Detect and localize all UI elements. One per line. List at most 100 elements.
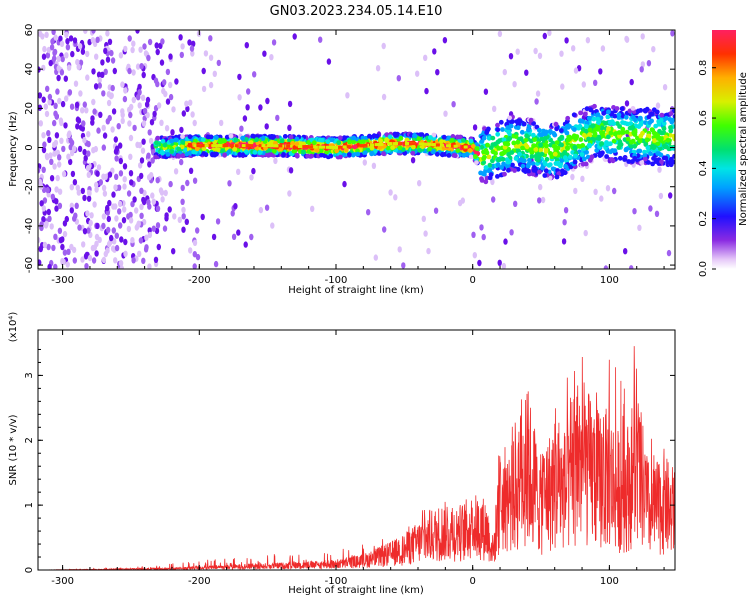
band-point [539, 136, 545, 142]
noise-point [200, 213, 205, 221]
noise-point [128, 134, 134, 142]
band-point [513, 156, 519, 161]
noise-point [139, 157, 145, 164]
band-point [627, 125, 633, 131]
band-point [559, 158, 565, 163]
y-tick-label: 0 [24, 567, 35, 573]
noise-point [141, 198, 147, 206]
noise-point [156, 102, 162, 109]
noise-point [142, 43, 147, 50]
noise-point [432, 48, 437, 55]
noise-point [230, 210, 235, 217]
band-point [496, 157, 501, 163]
band-point [479, 145, 485, 150]
noise-point [114, 173, 119, 180]
band-point [506, 167, 511, 173]
noise-point [179, 126, 184, 134]
core-point [379, 142, 384, 146]
band-point [521, 121, 527, 127]
noise-point [640, 33, 645, 40]
band-point [559, 142, 564, 148]
band-point [495, 127, 501, 133]
snr-y-axis: 0 1 2 3 [24, 348, 675, 573]
band-point [385, 145, 391, 151]
core-point [394, 142, 399, 146]
band-point [468, 138, 474, 144]
band-point [260, 136, 266, 141]
band-point [428, 135, 433, 140]
band-point [309, 153, 314, 159]
band-point [502, 171, 507, 177]
noise-point [46, 130, 51, 137]
noise-point [246, 88, 251, 95]
noise-point [131, 69, 136, 76]
core-point [421, 142, 426, 146]
band-point [525, 163, 531, 169]
noise-point [162, 225, 168, 232]
band-point [471, 144, 476, 149]
band-point [653, 131, 659, 137]
noise-point [80, 187, 86, 195]
noise-point [51, 244, 56, 252]
noise-point [38, 120, 43, 127]
noise-point [56, 65, 61, 72]
band-point [498, 119, 504, 125]
spectrogram-marks [38, 30, 675, 269]
band-point [648, 151, 653, 157]
noise-point [192, 251, 197, 258]
core-point [450, 144, 455, 148]
band-point [538, 147, 544, 153]
noise-point [472, 252, 477, 259]
noise-point [110, 126, 115, 133]
noise-point [93, 145, 99, 153]
noise-point [612, 187, 617, 195]
band-point [512, 168, 517, 173]
band-point [268, 134, 274, 140]
noise-point [72, 257, 78, 264]
band-point [180, 134, 185, 140]
band-point [605, 114, 611, 120]
noise-point [147, 231, 153, 239]
band-point [558, 135, 564, 141]
band-point [500, 156, 506, 162]
noise-point [114, 232, 120, 239]
noise-point [85, 210, 90, 217]
noise-point [421, 215, 426, 222]
band-point [657, 146, 663, 152]
noise-point [233, 203, 238, 210]
noise-point [66, 153, 71, 160]
noise-point [137, 89, 142, 96]
noise-point [120, 108, 125, 115]
band-point [502, 141, 508, 146]
noise-point [53, 263, 58, 269]
noise-point [397, 246, 402, 253]
x-tick-label: -300 [51, 576, 74, 587]
noise-point [490, 178, 495, 186]
band-point [612, 131, 618, 137]
noise-point [45, 85, 50, 93]
band-point [607, 119, 613, 125]
band-point [565, 145, 570, 151]
band-point [651, 144, 656, 150]
noise-point [177, 216, 182, 223]
band-point [271, 148, 277, 154]
band-point [155, 135, 161, 141]
noise-point [137, 250, 142, 257]
band-point [655, 141, 661, 147]
band-point [517, 118, 523, 124]
noise-point [451, 101, 456, 108]
core-point [398, 142, 402, 146]
band-point [224, 134, 230, 140]
noise-point [249, 174, 254, 181]
core-point [431, 143, 436, 147]
band-point [533, 153, 539, 159]
noise-point [192, 119, 197, 127]
noise-point [648, 205, 653, 212]
band-point [605, 148, 611, 154]
noise-point [38, 167, 41, 174]
spectrogram-frame [37, 29, 676, 270]
noise-point [190, 111, 195, 118]
noise-point [100, 59, 105, 66]
noise-point [581, 81, 586, 88]
noise-point [38, 178, 43, 186]
